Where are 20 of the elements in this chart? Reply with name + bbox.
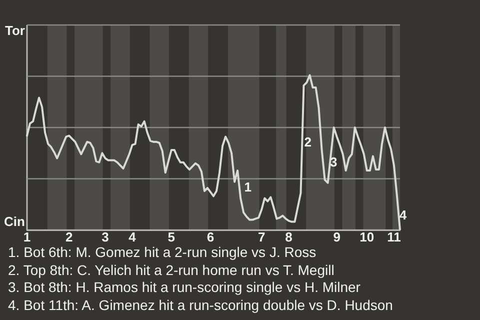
x-tick-label: 9 <box>333 229 340 244</box>
x-tick-label: 8 <box>285 229 292 244</box>
annotation: 4 <box>399 208 408 223</box>
x-tick-label: 10 <box>360 229 374 244</box>
ref-line-label: Tor <box>5 23 25 38</box>
x-tick-label: 4 <box>128 229 137 244</box>
text: 2. Top 8th: C. Yelich hit a 2-run home run vs T. Megill <box>8 262 336 279</box>
annotation: 1 <box>244 180 252 195</box>
text: 1. Bot 6th: M. Gomez hit a 2-run single vs J. Ross <box>8 244 318 262</box>
x-tick-label: 7 <box>258 229 266 244</box>
text: 4. Bot 11th: A. Gimenez hit a run-scoring double vs D. Hudson <box>8 296 393 314</box>
x-tick-label: 2 <box>65 229 73 244</box>
x-tick-label: 6 <box>206 229 214 244</box>
text: 3. Bot 8th: H. Ramos hit a run-scoring single vs H. Milner <box>8 279 362 296</box>
x-tick-label: 1 <box>23 229 31 244</box>
x-tick-label: 3 <box>102 229 109 244</box>
ref-line-label: Cin <box>4 214 26 230</box>
x-tick-label: 5 <box>168 229 176 244</box>
x-tick-label: 11 <box>387 229 401 244</box>
annotation: 2 <box>304 134 312 150</box>
